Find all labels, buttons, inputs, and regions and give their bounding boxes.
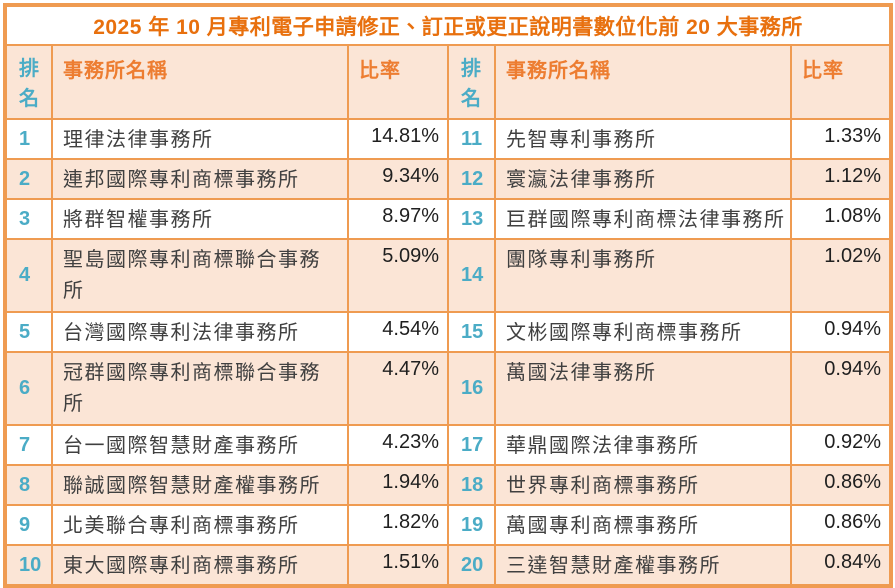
rank-cell: 14	[447, 238, 496, 313]
table-title: 2025 年 10 月專利電子申請修正、訂正或更正說明書數位化前 20 大事務所	[3, 4, 893, 46]
rank-cell: 2	[4, 158, 53, 200]
ratio-cell: 4.54%	[347, 311, 449, 353]
table-row: 9 北美聯合專利商標事務所 1.82% 19 萬國專利商標事務所 0.86%	[4, 504, 893, 546]
rank-cell: 16	[447, 351, 496, 426]
firm-name-cell: 連邦國際專利商標事務所	[51, 158, 349, 200]
rank-cell: 12	[447, 158, 496, 200]
firm-name-cell: 華鼎國際法律事務所	[494, 424, 792, 466]
table-row: 2 連邦國際專利商標事務所 9.34% 12 寰瀛法律事務所 1.12%	[4, 158, 893, 200]
table-row: 4 聖島國際專利商標聯合事務所 5.09% 14 團隊專利事務所 1.02%	[4, 238, 893, 313]
ratio-cell: 0.94%	[789, 311, 893, 353]
ratio-cell: 0.84%	[789, 544, 893, 587]
rank-cell: 9	[4, 504, 53, 546]
table-row: 8 聯誠國際智慧財產權事務所 1.94% 18 世界專利商標事務所 0.86%	[4, 464, 893, 506]
firm-name-cell: 先智專利事務所	[494, 118, 792, 160]
firm-name-cell: 三達智慧財產權事務所	[494, 544, 792, 587]
rank-cell: 6	[4, 351, 53, 426]
firm-name-cell: 世界專利商標事務所	[494, 464, 792, 506]
table-header-row: 排名 事務所名稱 比率 排名 事務所名稱 比率	[4, 44, 893, 120]
firm-name-text: 冠群國際專利商標聯合事務所	[63, 362, 321, 415]
header-rank-right: 排名	[447, 44, 496, 120]
header-firm-left: 事務所名稱	[51, 44, 349, 120]
firm-name-cell: 將群智權事務所	[51, 198, 349, 240]
rank-cell: 5	[4, 311, 53, 353]
rank-cell: 17	[447, 424, 496, 466]
firm-name-cell: 萬國法律事務所	[494, 351, 792, 426]
ratio-cell: 1.94%	[347, 464, 449, 506]
rank-cell: 4	[4, 238, 53, 313]
table-title-row: 2025 年 10 月專利電子申請修正、訂正或更正說明書數位化前 20 大事務所	[3, 4, 893, 46]
firm-name-cell: 寰瀛法律事務所	[494, 158, 792, 200]
firm-name-cell: 團隊專利事務所	[494, 238, 792, 313]
rank-cell: 13	[447, 198, 496, 240]
rank-cell: 10	[4, 544, 53, 587]
ratio-cell: 4.47%	[347, 351, 449, 426]
table-row: 1 理律法律事務所 14.81% 11 先智專利事務所 1.33%	[4, 118, 893, 160]
ratio-cell: 0.86%	[789, 504, 893, 546]
ratio-cell: 0.94%	[789, 351, 893, 426]
rank-cell: 8	[4, 464, 53, 506]
firm-name-cell: 聯誠國際智慧財產權事務所	[51, 464, 349, 506]
table-row: 7 台一國際智慧財產事務所 4.23% 17 華鼎國際法律事務所 0.92%	[4, 424, 893, 466]
rank-cell: 20	[447, 544, 496, 587]
ratio-cell: 1.51%	[347, 544, 449, 587]
table-row: 6 冠群國際專利商標聯合事務所 4.47% 16 萬國法律事務所 0.94%	[4, 351, 893, 426]
header-rank-left: 排名	[4, 44, 53, 120]
rank-cell: 1	[4, 118, 53, 160]
table-row: 5 台灣國際專利法律事務所 4.54% 15 文彬國際專利商標事務所 0.94%	[4, 311, 893, 353]
table-row: 3 將群智權事務所 8.97% 13 巨群國際專利商標法律事務所 1.08%	[4, 198, 893, 240]
firm-name-text: 聖島國際專利商標聯合事務所	[63, 249, 321, 302]
ratio-cell: 1.12%	[789, 158, 893, 200]
ratio-cell: 14.81%	[347, 118, 449, 160]
ratio-cell: 1.33%	[789, 118, 893, 160]
rank-cell: 18	[447, 464, 496, 506]
ratio-cell: 9.34%	[347, 158, 449, 200]
rank-cell: 7	[4, 424, 53, 466]
firm-name-cell: 聖島國際專利商標聯合事務所	[51, 238, 349, 313]
rank-cell: 11	[447, 118, 496, 160]
ratio-cell: 5.09%	[347, 238, 449, 313]
firm-name-cell: 巨群國際專利商標法律事務所	[494, 198, 792, 240]
firm-name-cell: 冠群國際專利商標聯合事務所	[51, 351, 349, 426]
header-firm-right: 事務所名稱	[494, 44, 792, 120]
firm-name-cell: 東大國際專利商標事務所	[51, 544, 349, 587]
header-ratio-right: 比率	[789, 44, 893, 120]
header-ratio-left: 比率	[347, 44, 449, 120]
firm-name-cell: 北美聯合專利商標事務所	[51, 504, 349, 546]
firm-name-cell: 萬國專利商標事務所	[494, 504, 792, 546]
rank-cell: 19	[447, 504, 496, 546]
ratio-cell: 4.23%	[347, 424, 449, 466]
firm-name-cell: 理律法律事務所	[51, 118, 349, 160]
ratio-cell: 0.86%	[789, 464, 893, 506]
firm-name-cell: 文彬國際專利商標事務所	[494, 311, 792, 353]
rank-cell: 3	[4, 198, 53, 240]
rank-cell: 15	[447, 311, 496, 353]
page: 2025 年 10 月專利電子申請修正、訂正或更正說明書數位化前 20 大事務所…	[3, 3, 894, 588]
ratio-cell: 8.97%	[347, 198, 449, 240]
table-row: 10 東大國際專利商標事務所 1.51% 20 三達智慧財產權事務所 0.84%	[4, 544, 893, 587]
ratio-cell: 0.92%	[789, 424, 893, 466]
ratio-cell: 1.02%	[789, 238, 893, 313]
firm-name-cell: 台灣國際專利法律事務所	[51, 311, 349, 353]
firm-name-cell: 台一國際智慧財產事務所	[51, 424, 349, 466]
ratio-cell: 1.82%	[347, 504, 449, 546]
top20-firms-table: 2025 年 10 月專利電子申請修正、訂正或更正說明書數位化前 20 大事務所…	[3, 3, 894, 588]
ratio-cell: 1.08%	[789, 198, 893, 240]
